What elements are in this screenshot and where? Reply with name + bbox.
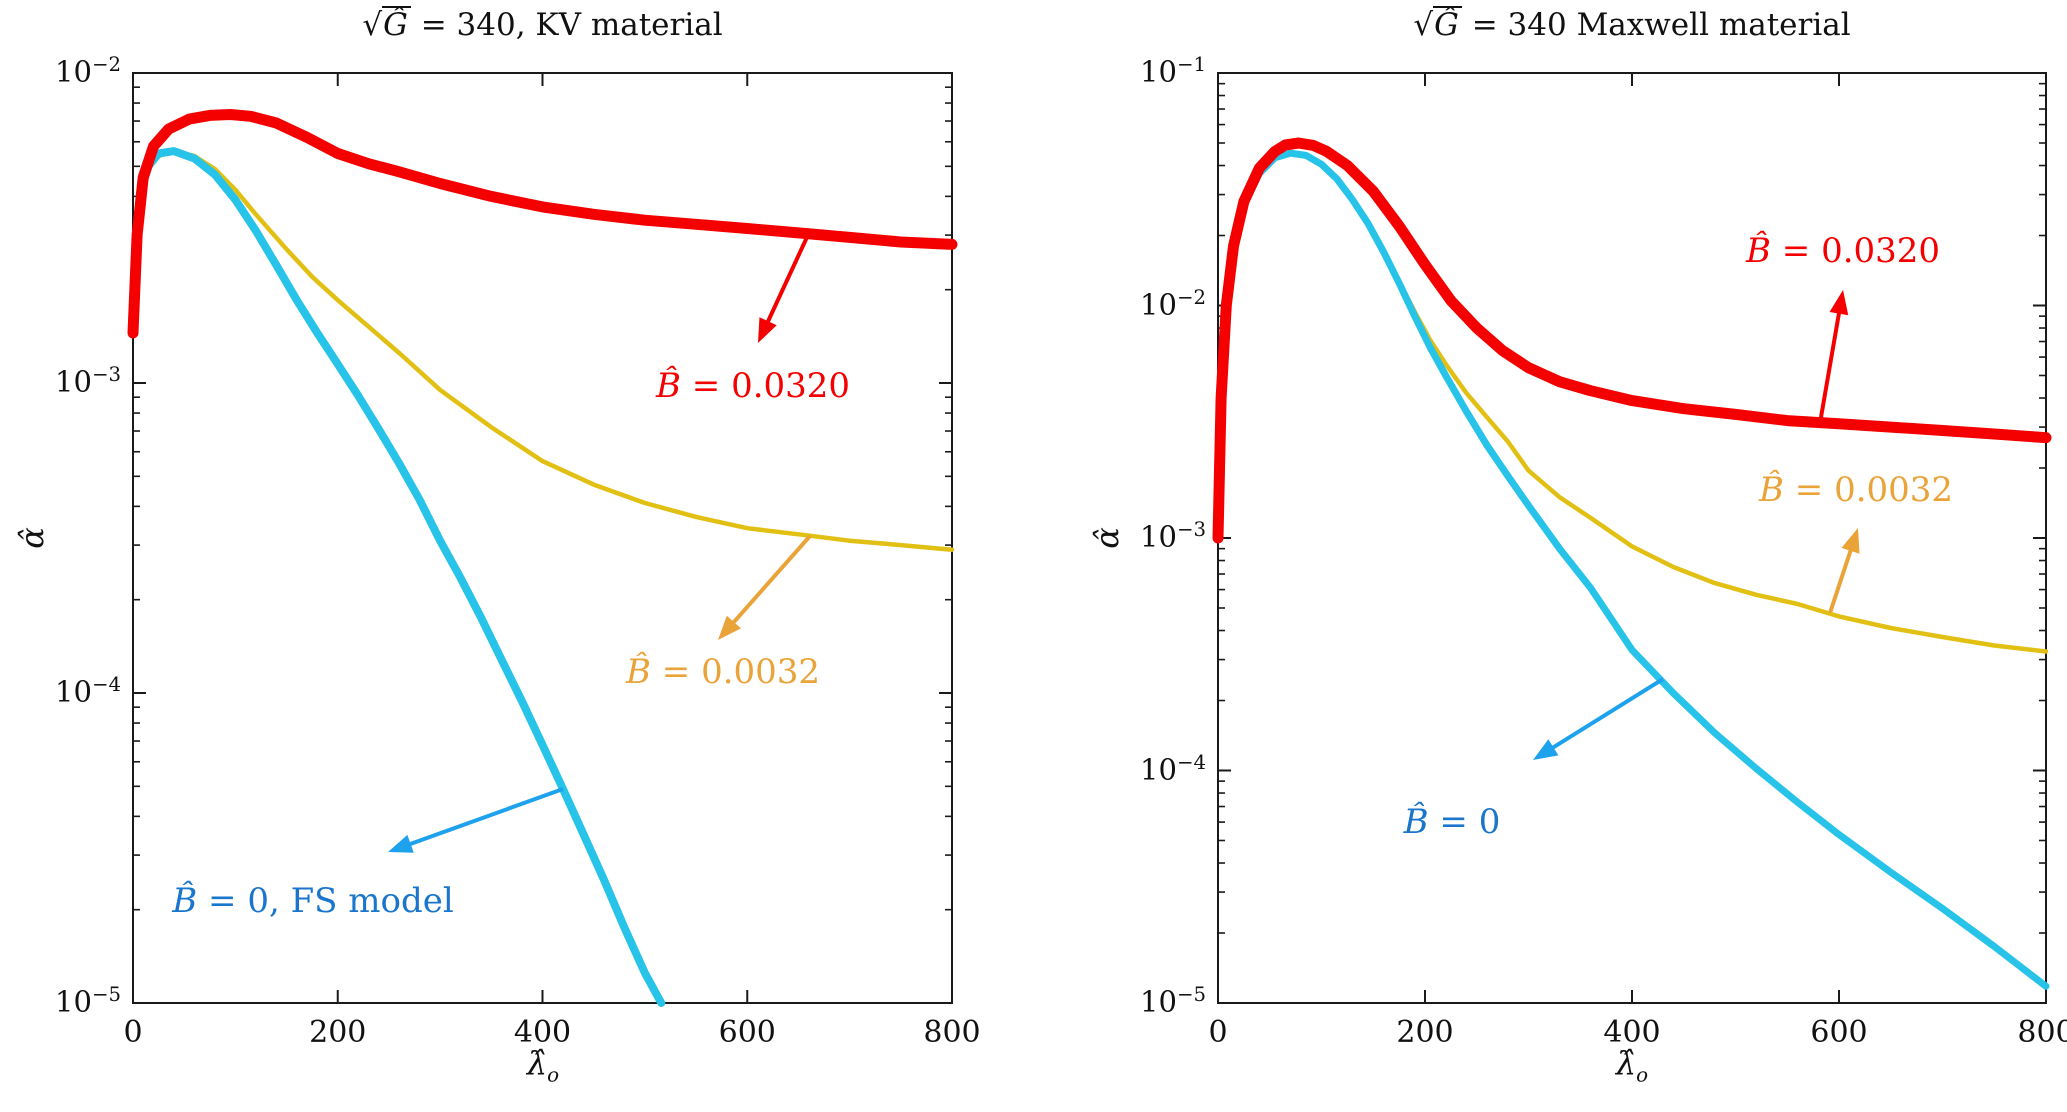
curve-b-0 [1214,149,2050,990]
annotation-arrowhead [1829,290,1849,316]
annotation-arrow [1548,677,1665,752]
plot-maxwell [1212,72,2052,1004]
annotation-arrowhead [1533,739,1559,760]
annotation-arrow [764,234,810,326]
curve-b-0-0320 [1212,137,2052,544]
plot-kv [127,72,958,1007]
annotation-arrowhead [388,834,414,853]
annotation-arrow [1818,309,1842,424]
annotation-arrow [729,534,812,627]
annotation-arrow [1828,546,1854,614]
annotation-arrow [406,787,564,848]
annotation-arrowhead [718,615,742,640]
curve-b-0-fs [129,147,666,1007]
annotation-arrowhead [1841,528,1860,554]
annotation-arrowhead [758,317,777,343]
curve-b-0-0320 [127,109,958,339]
axes-box [1217,72,2047,1004]
